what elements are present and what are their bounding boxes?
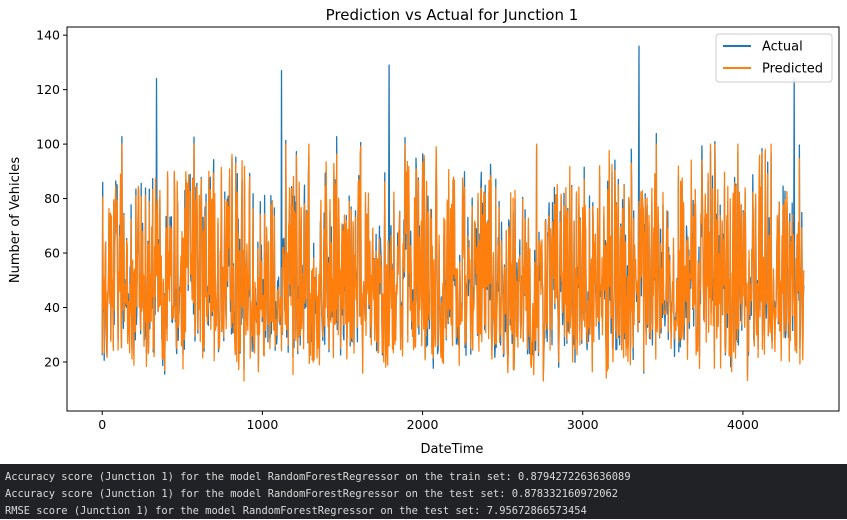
chart-figure: Prediction vs Actual for Junction 1 0 100… — [8, 6, 840, 457]
legend: Actual Predicted — [715, 33, 833, 83]
plot-area — [101, 45, 805, 382]
y-tick-label: 140 — [36, 28, 60, 43]
y-tick-label: 60 — [44, 246, 60, 261]
x-tick-label: 0 — [98, 417, 106, 432]
y-axis: 20 40 60 80 100 120 140 — [36, 28, 67, 369]
x-tick-label: 1000 — [246, 417, 278, 432]
x-axis: 0 1000 2000 3000 4000 — [98, 411, 759, 432]
legend-label-actual: Actual — [762, 40, 803, 55]
y-tick-label: 120 — [36, 82, 60, 97]
chart-title: Prediction vs Actual for Junction 1 — [326, 6, 579, 24]
x-tick-label: 4000 — [727, 417, 759, 432]
y-axis-label: Number of Vehicles — [8, 157, 23, 284]
x-tick-label: 2000 — [407, 417, 439, 432]
y-tick-label: 80 — [44, 191, 60, 206]
train-accuracy-line: Accuracy score (Junction 1) for the mode… — [5, 471, 631, 483]
y-tick-label: 100 — [36, 137, 60, 152]
y-tick-label: 20 — [44, 354, 60, 369]
rmse-line: RMSE score (Junction 1) for the model Ra… — [5, 505, 587, 517]
series-predicted-line — [101, 143, 805, 382]
x-axis-label: DateTime — [421, 442, 484, 457]
test-accuracy-line: Accuracy score (Junction 1) for the mode… — [5, 488, 619, 500]
y-tick-label: 40 — [44, 300, 60, 315]
x-tick-label: 3000 — [567, 417, 599, 432]
console-output: Accuracy score (Junction 1) for the mode… — [0, 464, 847, 519]
legend-label-predicted: Predicted — [762, 62, 823, 77]
axes-frame — [66, 26, 840, 412]
